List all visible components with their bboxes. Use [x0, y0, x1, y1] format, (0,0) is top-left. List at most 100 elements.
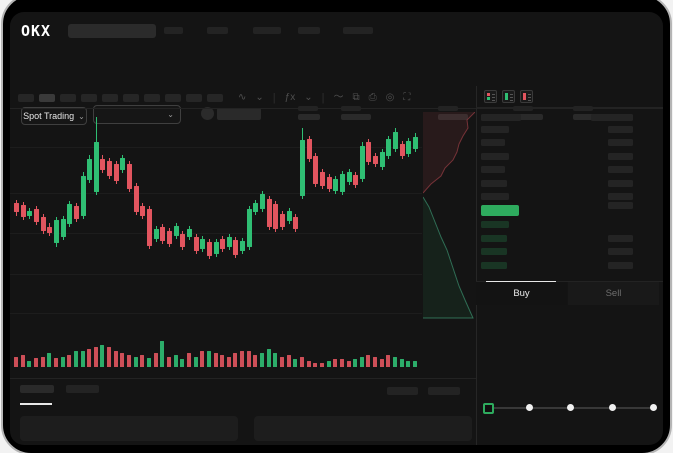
candle-body [206, 242, 212, 256]
volume-bar [93, 347, 98, 367]
slider-handle[interactable] [483, 403, 494, 414]
candle-body [186, 229, 192, 237]
nav-item-placeholder[interactable] [253, 27, 281, 34]
pair-selector-dropdown[interactable]: ⌄ [93, 105, 181, 124]
timeframe-button[interactable] [81, 94, 97, 102]
candle-body [280, 214, 285, 227]
nav-item-placeholder[interactable] [164, 27, 183, 34]
candle-body [339, 174, 345, 192]
stat-value-placeholder [341, 114, 371, 120]
book-layout-both-icon[interactable] [484, 90, 497, 103]
volume-bar [240, 351, 245, 367]
chart-bottom-divider [10, 378, 476, 379]
bottom-section [10, 380, 476, 445]
tab-buy[interactable]: Buy [476, 282, 567, 305]
search-input[interactable] [68, 24, 156, 38]
candle-body [120, 158, 126, 170]
order-history-panel [254, 416, 472, 441]
chevron-down-icon[interactable]: ⌄ [255, 92, 264, 103]
slider-stop[interactable] [650, 404, 657, 411]
volume-bar [107, 347, 112, 367]
volume-bar [366, 355, 371, 367]
candle-body [353, 175, 359, 185]
candle-body [93, 142, 99, 192]
volume-bar [120, 353, 125, 367]
bid-amount-placeholder [608, 234, 633, 242]
tab-sell[interactable]: Sell [568, 282, 659, 305]
chevron-down-icon[interactable]: ⌄ [304, 92, 313, 103]
slider-stop[interactable] [608, 404, 616, 411]
volume-bar [200, 351, 205, 367]
okx-logo[interactable]: OKX [21, 22, 52, 40]
icon-line [510, 94, 513, 95]
timeframe-button[interactable] [186, 94, 202, 102]
market-type-dropdown[interactable]: Spot Trading ⌄ [21, 107, 87, 125]
volume-bar [399, 359, 404, 367]
ask-price-placeholder [481, 126, 509, 133]
volume-bar [353, 359, 358, 367]
slider-stop[interactable] [567, 404, 574, 411]
volume-bar [186, 353, 191, 367]
candle-body [160, 227, 166, 241]
depth-fill [423, 112, 475, 193]
candle-body [373, 156, 379, 164]
timeframe-button[interactable] [207, 94, 223, 102]
bottom-action-placeholder[interactable] [428, 387, 460, 395]
amount-slider[interactable] [483, 403, 657, 414]
timeframe-button[interactable] [102, 94, 118, 102]
trendline-icon[interactable]: 〜 [333, 92, 344, 103]
okx-trading-app: OKX Spot Trading ⌄ ⌄ ∿ ⌄ | ƒx ⌄ | 〜 ⧉ ⎙ ◎ ⛶ [10, 12, 663, 445]
nav-item-placeholder[interactable] [298, 27, 320, 34]
candle-body [220, 239, 226, 249]
chart-settings-icon[interactable]: ◎ [385, 92, 395, 103]
timeframe-button[interactable] [39, 94, 55, 102]
timeframe-button[interactable] [18, 94, 34, 102]
bottom-active-tab-indicator [20, 403, 52, 405]
orders-tab-placeholder[interactable] [20, 385, 54, 393]
volume-bar [266, 349, 271, 367]
timeframe-button[interactable] [165, 94, 181, 102]
candle-style-icon[interactable]: ∿ [238, 92, 247, 103]
slider-stop[interactable] [525, 404, 533, 411]
icon-line [492, 94, 495, 95]
timeframe-button[interactable] [123, 94, 139, 102]
volume-bar [153, 353, 158, 367]
timeframe-button[interactable] [60, 94, 76, 102]
depth-line [423, 196, 474, 319]
volume-bar [233, 353, 238, 367]
ask-amount-placeholder [608, 139, 633, 147]
candle-body [326, 177, 332, 189]
ask-amount-placeholder [608, 193, 633, 200]
nav-item-placeholder[interactable] [343, 27, 373, 34]
snapshot-icon[interactable]: ⎙ [368, 92, 377, 103]
candle-body [173, 226, 179, 236]
candle-body [213, 242, 219, 254]
volume-bar [166, 357, 171, 367]
candlestick-chart[interactable] [10, 110, 422, 378]
volume-bar [206, 351, 211, 367]
top-nav: OKX [10, 12, 663, 52]
order-book-divider [476, 107, 663, 108]
timeframe-button[interactable] [144, 94, 160, 102]
volume-bar [14, 357, 18, 367]
chevron-down-icon: ⌄ [167, 110, 174, 119]
book-layout-bids-icon[interactable] [502, 90, 515, 103]
nav-item-placeholder[interactable] [207, 27, 228, 34]
volume-bar [373, 357, 378, 367]
bid-amount-placeholder [608, 248, 633, 256]
bid-stripe [487, 97, 490, 100]
candle-body [260, 194, 266, 209]
volume-bar [220, 355, 225, 367]
indicators-icon[interactable]: ƒx [284, 92, 296, 103]
ask-amount-placeholder [608, 179, 633, 187]
volume-bar [260, 353, 265, 367]
volume-bar [73, 351, 78, 367]
bottom-action-placeholder[interactable] [387, 387, 418, 395]
book-layout-asks-icon[interactable] [520, 90, 533, 103]
candle-body [313, 156, 319, 184]
measure-icon[interactable]: ⧉ [352, 92, 360, 103]
toolbar-divider: | [321, 92, 325, 104]
candle-body [166, 231, 172, 244]
fullscreen-icon[interactable]: ⛶ [403, 92, 411, 103]
history-tab-placeholder[interactable] [66, 385, 99, 393]
